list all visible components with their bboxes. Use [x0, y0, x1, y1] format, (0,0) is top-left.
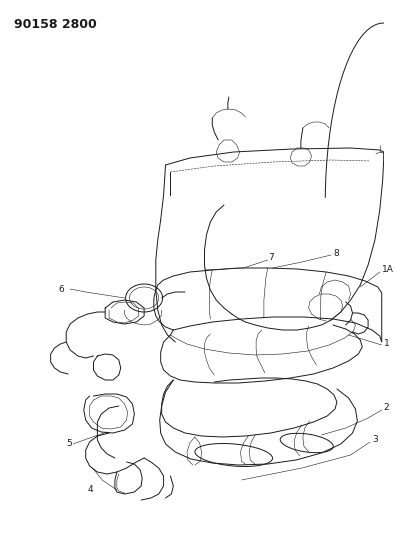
Text: 6: 6 [58, 286, 64, 295]
Text: 1: 1 [384, 340, 389, 349]
Text: 4: 4 [87, 486, 93, 495]
Text: 3: 3 [372, 435, 378, 445]
Text: 7: 7 [268, 254, 273, 262]
Text: 1A: 1A [382, 265, 394, 274]
Text: 90158 2800: 90158 2800 [14, 18, 97, 31]
Text: 2: 2 [384, 403, 389, 413]
Text: 8: 8 [333, 248, 339, 257]
Text: 5: 5 [66, 440, 72, 448]
